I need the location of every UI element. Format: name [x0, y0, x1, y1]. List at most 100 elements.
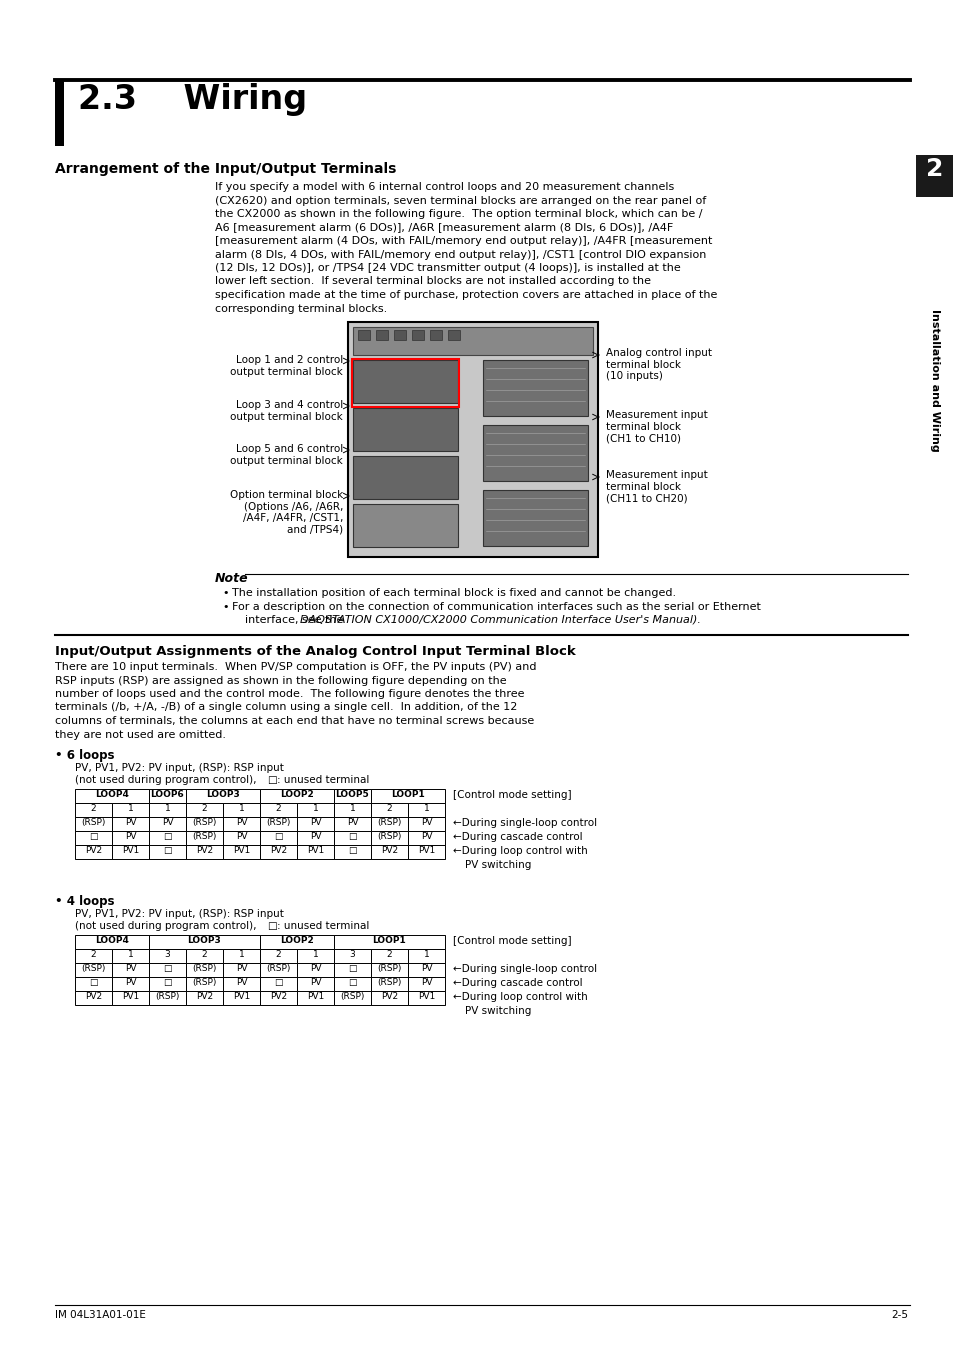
- Text: PV: PV: [162, 817, 173, 827]
- Text: PV2: PV2: [270, 846, 287, 855]
- Text: LOOP2: LOOP2: [280, 936, 314, 944]
- Bar: [112, 992, 149, 1005]
- Text: they are not used are omitted.: they are not used are omitted.: [55, 730, 226, 739]
- Text: PV1: PV1: [122, 992, 139, 1001]
- Text: PV: PV: [420, 817, 432, 827]
- Bar: [352, 359, 458, 407]
- Text: □: □: [274, 978, 282, 988]
- Bar: [223, 802, 260, 817]
- Bar: [334, 789, 371, 802]
- Text: lower left section.  If several terminal blocks are not installed according to t: lower left section. If several terminal …: [214, 277, 650, 286]
- Bar: [334, 935, 444, 948]
- Bar: [75, 802, 112, 817]
- Text: (RSP): (RSP): [193, 978, 216, 988]
- Text: Option terminal block
(Options /A6, /A6R,
/A4F, /A4FR, /CST1,
and /TPS4): Option terminal block (Options /A6, /A6R…: [230, 490, 343, 535]
- Bar: [149, 935, 260, 948]
- Text: DAQSTATION CX1000/CX2000 Communication Interface User's Manual).: DAQSTATION CX1000/CX2000 Communication I…: [299, 615, 700, 626]
- Text: □: □: [90, 832, 97, 842]
- Bar: [186, 963, 223, 977]
- Text: PV: PV: [125, 817, 136, 827]
- Text: For a description on the connection of communication interfaces such as the seri: For a description on the connection of c…: [232, 603, 760, 612]
- Bar: [412, 330, 423, 340]
- Bar: [149, 992, 186, 1005]
- Bar: [482, 426, 587, 481]
- Text: 1: 1: [313, 950, 318, 959]
- Bar: [186, 977, 223, 992]
- Bar: [223, 948, 260, 963]
- Text: Analog control input
terminal block
(10 inputs): Analog control input terminal block (10 …: [605, 349, 711, 381]
- Text: Measurement input
terminal block
(CH11 to CH20): Measurement input terminal block (CH11 t…: [605, 470, 707, 503]
- Bar: [223, 817, 260, 831]
- Text: 1: 1: [128, 950, 133, 959]
- Text: • 4 loops: • 4 loops: [55, 894, 114, 908]
- Text: Input/Output Assignments of the Analog Control Input Terminal Block: Input/Output Assignments of the Analog C…: [55, 644, 576, 658]
- Text: [Control mode setting]: [Control mode setting]: [453, 790, 571, 800]
- Bar: [112, 802, 149, 817]
- Text: PV, PV1, PV2: PV input, (RSP): RSP input: PV, PV1, PV2: PV input, (RSP): RSP input: [75, 909, 284, 919]
- Bar: [408, 844, 444, 859]
- Text: PV: PV: [310, 817, 321, 827]
- Text: LOOP1: LOOP1: [391, 790, 424, 798]
- Text: PV, PV1, PV2: PV input, (RSP): RSP input: PV, PV1, PV2: PV input, (RSP): RSP input: [75, 763, 284, 773]
- Text: 1: 1: [238, 804, 244, 813]
- Text: • 6 loops: • 6 loops: [55, 748, 114, 762]
- Text: 2: 2: [91, 804, 96, 813]
- Text: ←During loop control with: ←During loop control with: [453, 846, 587, 857]
- Bar: [223, 977, 260, 992]
- Text: 1: 1: [238, 950, 244, 959]
- Bar: [482, 359, 587, 416]
- Bar: [223, 992, 260, 1005]
- Bar: [260, 789, 334, 802]
- Text: Loop 1 and 2 control
output terminal block: Loop 1 and 2 control output terminal blo…: [230, 355, 343, 377]
- Text: ←During cascade control: ←During cascade control: [453, 978, 582, 988]
- Text: PV2: PV2: [380, 846, 397, 855]
- Text: 3: 3: [165, 950, 171, 959]
- Bar: [149, 831, 186, 844]
- Text: PV: PV: [125, 978, 136, 988]
- Text: PV: PV: [420, 832, 432, 842]
- Bar: [75, 817, 112, 831]
- Text: terminals (/b, +/A, -/B) of a single column using a single cell.  In addition, o: terminals (/b, +/A, -/B) of a single col…: [55, 703, 517, 712]
- Bar: [75, 992, 112, 1005]
- Bar: [260, 992, 296, 1005]
- Bar: [75, 844, 112, 859]
- Text: 1: 1: [128, 804, 133, 813]
- Bar: [296, 844, 334, 859]
- Text: PV1: PV1: [417, 846, 435, 855]
- Bar: [223, 844, 260, 859]
- Text: PV2: PV2: [85, 846, 102, 855]
- Bar: [149, 802, 186, 817]
- Bar: [375, 330, 388, 340]
- Bar: [353, 504, 457, 547]
- Text: PV1: PV1: [233, 846, 250, 855]
- Text: LOOP3: LOOP3: [188, 936, 221, 944]
- Text: 2: 2: [386, 804, 392, 813]
- Bar: [371, 963, 408, 977]
- Text: 2.3    Wiring: 2.3 Wiring: [78, 82, 307, 116]
- Bar: [260, 844, 296, 859]
- Bar: [112, 977, 149, 992]
- Text: ←During cascade control: ←During cascade control: [453, 832, 582, 842]
- Text: (RSP): (RSP): [266, 817, 291, 827]
- Text: specification made at the time of purchase, protection covers are attached in pl: specification made at the time of purcha…: [214, 290, 717, 300]
- Bar: [357, 330, 370, 340]
- Text: 2: 2: [201, 950, 207, 959]
- Text: LOOP6: LOOP6: [151, 790, 184, 798]
- Text: 1: 1: [313, 804, 318, 813]
- Bar: [149, 963, 186, 977]
- Bar: [260, 948, 296, 963]
- Text: : unused terminal: : unused terminal: [276, 775, 369, 785]
- Bar: [75, 977, 112, 992]
- Bar: [75, 963, 112, 977]
- Bar: [75, 948, 112, 963]
- Text: (RSP): (RSP): [377, 832, 401, 842]
- Text: ←During loop control with: ←During loop control with: [453, 992, 587, 1002]
- Bar: [353, 457, 457, 499]
- Text: PV1: PV1: [307, 992, 324, 1001]
- Text: 1: 1: [423, 950, 429, 959]
- Text: PV1: PV1: [307, 846, 324, 855]
- Text: □: □: [90, 978, 97, 988]
- Text: PV2: PV2: [195, 992, 213, 1001]
- Text: □: □: [163, 832, 172, 842]
- Text: □: □: [267, 775, 276, 785]
